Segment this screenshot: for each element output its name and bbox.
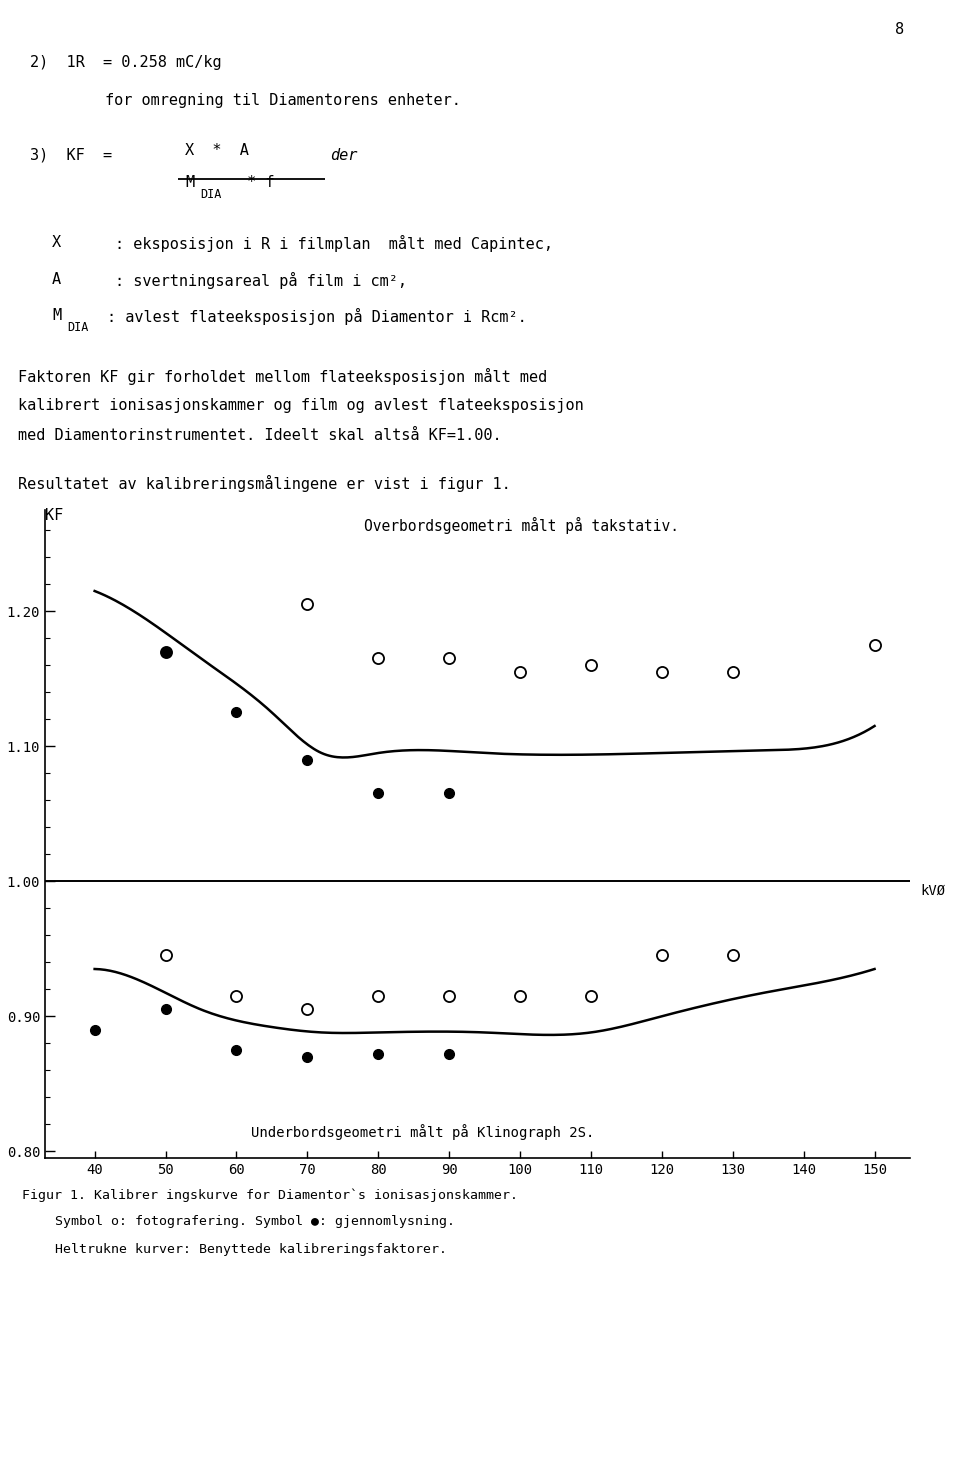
Text: Heltrukne kurver: Benyttede kalibreringsfaktorer.: Heltrukne kurver: Benyttede kalibrerings…	[55, 1243, 447, 1256]
Text: X  *  A: X * A	[185, 143, 249, 158]
Text: med Diamentorinstrumentet. Ideelt skal altså KF=1.00.: med Diamentorinstrumentet. Ideelt skal a…	[18, 428, 502, 443]
Text: kalibrert ionisasjonskammer og film og avlest flateeksposisjon: kalibrert ionisasjonskammer og film og a…	[18, 399, 584, 413]
Text: kVØ: kVØ	[921, 884, 946, 897]
Text: X: X	[52, 235, 61, 249]
Text: DIA: DIA	[200, 187, 222, 201]
Text: Underbordsgeometri målt på Klinograph 2S.: Underbordsgeometri målt på Klinograph 2S…	[251, 1125, 594, 1141]
Text: Overbordsgeometri målt på takstativ.: Overbordsgeometri målt på takstativ.	[364, 517, 679, 534]
Text: Figur 1. Kalibrer ingskurve for Diamentor`s ionisasjonskammer.: Figur 1. Kalibrer ingskurve for Diamento…	[22, 1188, 518, 1201]
Text: DIA: DIA	[67, 320, 88, 334]
Text: * f: * f	[238, 176, 275, 190]
Text: A: A	[52, 272, 61, 286]
Text: for omregning til Diamentorens enheter.: for omregning til Diamentorens enheter.	[105, 93, 461, 108]
Text: : svertningsareal på film i cm²,: : svertningsareal på film i cm²,	[115, 272, 407, 289]
Text: M: M	[52, 308, 61, 323]
Text: 8: 8	[895, 22, 904, 37]
Text: 3)  KF  =: 3) KF =	[30, 148, 112, 162]
Text: Resultatet av kalibreringsmålingene er vist i figur 1.: Resultatet av kalibreringsmålingene er v…	[18, 475, 511, 492]
Text: KF: KF	[45, 509, 63, 524]
Text: : avlest flateeksposisjon på Diamentor i Rcm².: : avlest flateeksposisjon på Diamentor i…	[107, 308, 527, 325]
Text: 2)  1R  = 0.258 mC/kg: 2) 1R = 0.258 mC/kg	[30, 55, 222, 69]
Text: : eksposisjon i R i filmplan  målt med Capintec,: : eksposisjon i R i filmplan målt med Ca…	[115, 235, 553, 252]
Text: Faktoren KF gir forholdet mellom flateeksposisjon målt med: Faktoren KF gir forholdet mellom flateek…	[18, 368, 547, 385]
Text: Symbol o: fotografering. Symbol ●: gjennomlysning.: Symbol o: fotografering. Symbol ●: gjenn…	[55, 1215, 455, 1228]
Text: M: M	[185, 176, 194, 190]
Text: der: der	[330, 148, 357, 162]
